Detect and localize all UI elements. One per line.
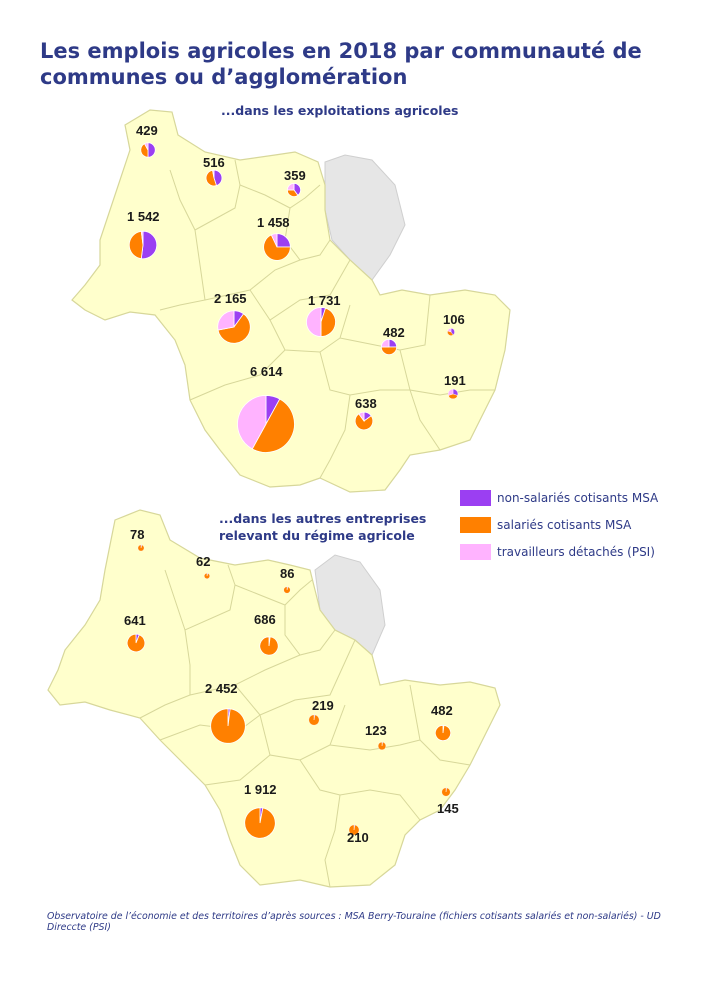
pie-slice-salaries bbox=[259, 636, 279, 656]
pie-slice-salaries bbox=[126, 633, 146, 653]
legend-swatch bbox=[460, 516, 491, 533]
pie-slice-salaries bbox=[263, 234, 291, 261]
pie-slice-salaries bbox=[348, 824, 360, 836]
pie-slice-salaries bbox=[204, 573, 210, 579]
legend-item-non-salaries: non-salariés cotisants MSA bbox=[460, 484, 658, 511]
value-label: 429 bbox=[136, 123, 158, 138]
pie-slice-salaries bbox=[354, 413, 374, 431]
value-label: 210 bbox=[347, 830, 369, 845]
legend-item-salaries: salariés cotisants MSA bbox=[460, 511, 658, 538]
pie-slice-salaries bbox=[128, 230, 144, 260]
value-label: 359 bbox=[284, 168, 306, 183]
value-label: 219 bbox=[312, 698, 334, 713]
value-label: 62 bbox=[196, 554, 210, 569]
legend-swatch bbox=[460, 543, 491, 560]
pie-slice-psi bbox=[212, 169, 215, 179]
panel-1-subtitle: ...dans les exploitations agricoles bbox=[221, 103, 459, 118]
value-label: 2 165 bbox=[214, 291, 247, 306]
value-label: 106 bbox=[443, 312, 465, 327]
pie-slice-salaries bbox=[217, 313, 251, 344]
pie-slice-psi bbox=[306, 307, 322, 337]
value-label: 1 542 bbox=[127, 209, 160, 224]
panel-2-subtitle: ...dans les autres entreprises relevant … bbox=[219, 511, 427, 543]
value-label: 145 bbox=[437, 801, 459, 816]
value-label: 482 bbox=[431, 703, 453, 718]
pie-slice-psi bbox=[217, 310, 235, 331]
value-label: 1 912 bbox=[244, 782, 277, 797]
value-labels-panel-1: 429 516 359 1 542 1 458 2 165 1 731 482 … bbox=[127, 123, 466, 411]
value-label: 191 bbox=[444, 373, 466, 388]
map-autres-entreprises: 78 62 86 641 686 2 452 219 123 482 145 1… bbox=[47, 509, 501, 888]
pie-slice-non-salaries bbox=[147, 142, 156, 158]
legend-label: salariés cotisants MSA bbox=[497, 517, 632, 532]
value-label: 686 bbox=[254, 612, 276, 627]
value-label: 6 614 bbox=[250, 364, 283, 379]
pie-slice-salaries bbox=[205, 169, 217, 187]
legend-item-travailleurs-detaches: travailleurs détachés (PSI) bbox=[460, 538, 658, 565]
legend-swatch bbox=[460, 489, 491, 506]
pie-slice-psi bbox=[358, 411, 365, 423]
pie-slice-salaries bbox=[251, 398, 295, 453]
pie-slice-psi bbox=[380, 338, 390, 348]
legend-label: non-salariés cotisants MSA bbox=[497, 490, 659, 505]
pie-slice-non-salaries bbox=[140, 230, 158, 260]
legend-label: travailleurs détachés (PSI) bbox=[497, 544, 655, 559]
pie-slice-salaries bbox=[308, 714, 320, 726]
pie-slice-psi bbox=[237, 395, 267, 450]
source-note: Observatoire de l’économie et des territ… bbox=[47, 911, 661, 933]
pie-markers-panel-2 bbox=[126, 544, 452, 839]
map-title: Les emplois agricoles en 2018 par commun… bbox=[40, 39, 642, 89]
pie-slice-salaries bbox=[244, 807, 276, 839]
pie-slice-non-salaries bbox=[213, 169, 223, 187]
pie-slice-psi bbox=[140, 230, 144, 246]
value-label: 482 bbox=[383, 325, 405, 340]
pie-slice-salaries bbox=[137, 544, 145, 552]
pie-slice-salaries bbox=[210, 708, 246, 744]
pie-slice-psi bbox=[447, 328, 452, 333]
pie-slice-psi bbox=[286, 182, 295, 191]
pie-slice-salaries bbox=[434, 724, 452, 742]
pie-slice-salaries bbox=[441, 787, 451, 797]
value-label: 1 731 bbox=[308, 293, 341, 308]
value-label: 2 452 bbox=[205, 681, 238, 696]
internal-boundaries bbox=[159, 159, 495, 479]
pie-slice-salaries bbox=[380, 346, 398, 355]
value-label: 78 bbox=[130, 527, 144, 542]
pie-markers-panel-1 bbox=[128, 142, 459, 453]
internal-boundaries bbox=[139, 564, 471, 888]
pie-slice-psi bbox=[447, 388, 454, 396]
outside-area bbox=[324, 154, 406, 281]
map-exploitations-agricoles: 429 516 359 1 542 1 458 2 165 1 731 482 … bbox=[71, 109, 511, 493]
legend: non-salariés cotisants MSA salariés coti… bbox=[460, 484, 658, 565]
value-label: 516 bbox=[203, 155, 225, 170]
value-label: 638 bbox=[355, 396, 377, 411]
value-label: 86 bbox=[280, 566, 294, 581]
value-label: 641 bbox=[124, 613, 146, 628]
department-territory bbox=[47, 509, 501, 888]
pie-slice-salaries bbox=[283, 586, 291, 594]
value-label: 123 bbox=[365, 723, 387, 738]
value-label: 1 458 bbox=[257, 215, 290, 230]
pie-slice-salaries bbox=[377, 741, 387, 751]
value-labels-panel-2: 78 62 86 641 686 2 452 219 123 482 145 1… bbox=[124, 527, 459, 845]
pie-slice-salaries bbox=[320, 307, 336, 337]
pie-slice-psi bbox=[270, 233, 278, 248]
pie-slice-psi bbox=[143, 142, 149, 151]
department-territory bbox=[71, 109, 511, 493]
